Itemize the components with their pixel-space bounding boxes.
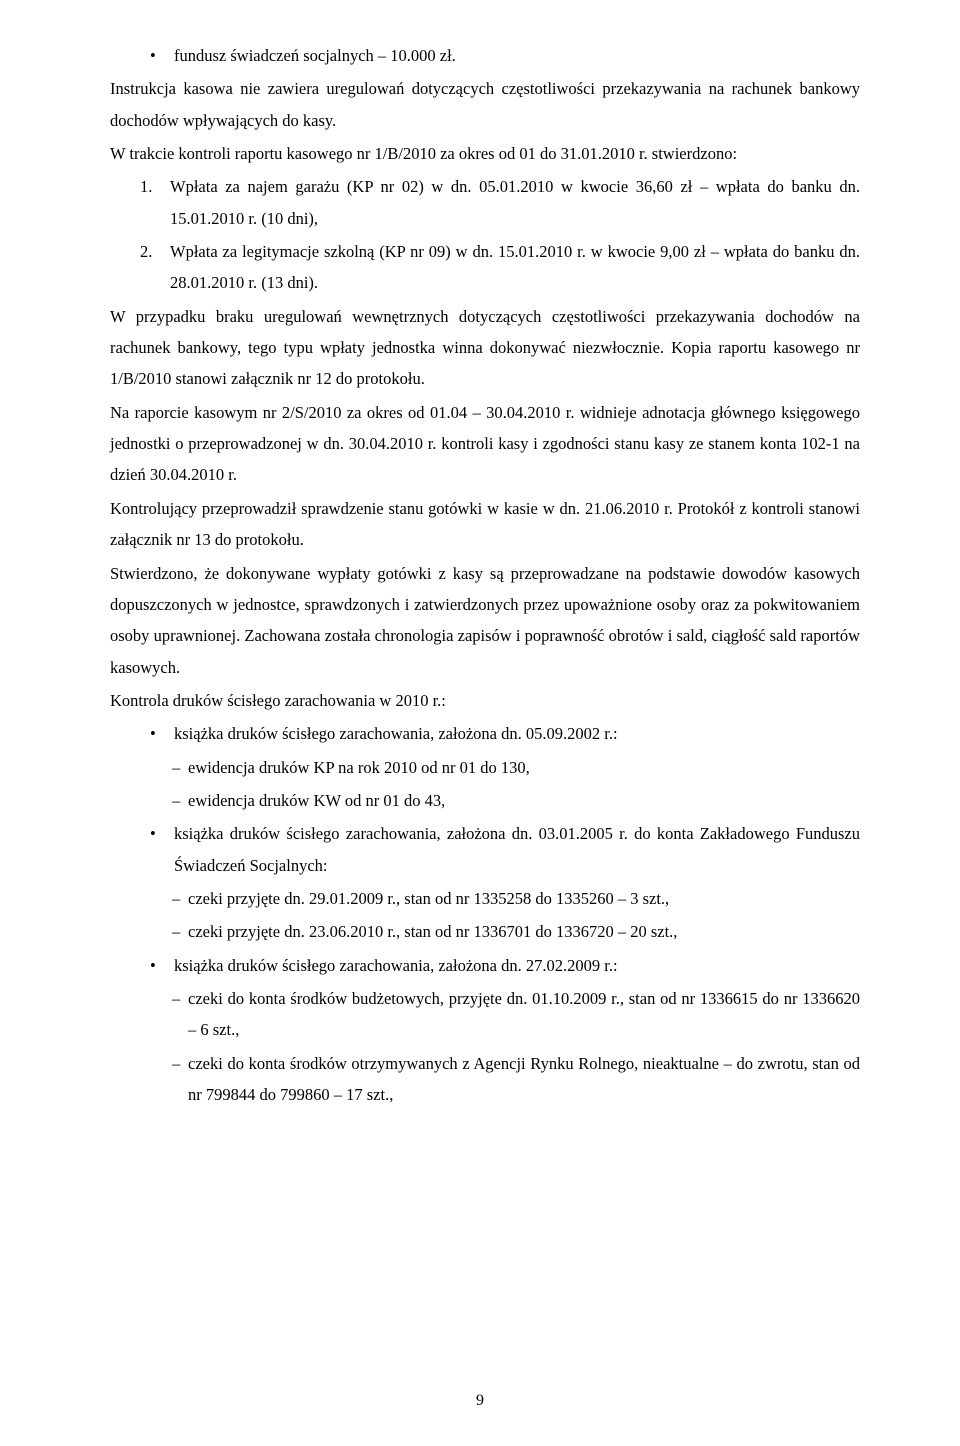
numbered-item-2: 2. Wpłata za legitymacje szkolną (KP nr … <box>110 236 860 299</box>
bullet-text: książka druków ścisłego zarachowania, za… <box>174 718 860 749</box>
dash-item-kw: – ewidencja druków KW od nr 01 do 43, <box>110 785 860 816</box>
dash-icon: – <box>172 1048 188 1111</box>
bullet-text: książka druków ścisłego zarachowania, za… <box>174 950 860 981</box>
dash-item-kp: – ewidencja druków KP na rok 2010 od nr … <box>110 752 860 783</box>
list-number: 1. <box>140 171 170 234</box>
bullet-icon: • <box>150 818 174 881</box>
dash-text: czeki do konta środków otrzymywanych z A… <box>188 1048 860 1111</box>
paragraph-kontrolujacy: Kontrolujący przeprowadził sprawdzenie s… <box>110 493 860 556</box>
dash-item-czeki-2010: – czeki przyjęte dn. 23.06.2010 r., stan… <box>110 916 860 947</box>
paragraph-instrukcja: Instrukcja kasowa nie zawiera uregulowań… <box>110 73 860 136</box>
bullet-text: książka druków ścisłego zarachowania, za… <box>174 818 860 881</box>
dash-item-czeki-2009: – czeki przyjęte dn. 29.01.2009 r., stan… <box>110 883 860 914</box>
dash-item-czeki-budzet: – czeki do konta środków budżetowych, pr… <box>110 983 860 1046</box>
document-page: • fundusz świadczeń socjalnych – 10.000 … <box>0 0 960 1446</box>
paragraph-trakcie: W trakcie kontroli raportu kasowego nr 1… <box>110 138 860 169</box>
dash-text: czeki przyjęte dn. 29.01.2009 r., stan o… <box>188 883 860 914</box>
dash-text: ewidencja druków KW od nr 01 do 43, <box>188 785 860 816</box>
dash-icon: – <box>172 916 188 947</box>
page-number: 9 <box>476 1386 484 1416</box>
list-text: Wpłata za legitymacje szkolną (KP nr 09)… <box>170 236 860 299</box>
dash-icon: – <box>172 785 188 816</box>
bullet-icon: • <box>150 40 174 71</box>
bullet-item-ksiazka-2005: • książka druków ścisłego zarachowania, … <box>110 818 860 881</box>
dash-text: czeki przyjęte dn. 23.06.2010 r., stan o… <box>188 916 860 947</box>
bullet-item-fundusz: • fundusz świadczeń socjalnych – 10.000 … <box>110 40 860 71</box>
list-text: Wpłata za najem garażu (KP nr 02) w dn. … <box>170 171 860 234</box>
dash-icon: – <box>172 752 188 783</box>
dash-icon: – <box>172 983 188 1046</box>
bullet-item-ksiazka-2009: • książka druków ścisłego zarachowania, … <box>110 950 860 981</box>
bullet-icon: • <box>150 718 174 749</box>
dash-text: ewidencja druków KP na rok 2010 od nr 01… <box>188 752 860 783</box>
list-number: 2. <box>140 236 170 299</box>
numbered-item-1: 1. Wpłata za najem garażu (KP nr 02) w d… <box>110 171 860 234</box>
bullet-icon: • <box>150 950 174 981</box>
bullet-text: fundusz świadczeń socjalnych – 10.000 zł… <box>174 40 860 71</box>
paragraph-stwierdzono: Stwierdzono, że dokonywane wypłaty gotów… <box>110 558 860 683</box>
paragraph-raporcie: Na raporcie kasowym nr 2/S/2010 za okres… <box>110 397 860 491</box>
dash-item-czeki-agencji: – czeki do konta środków otrzymywanych z… <box>110 1048 860 1111</box>
paragraph-kontrola-drukow: Kontrola druków ścisłego zarachowania w … <box>110 685 860 716</box>
paragraph-przypadku: W przypadku braku uregulowań wewnętrznyc… <box>110 301 860 395</box>
dash-icon: – <box>172 883 188 914</box>
dash-text: czeki do konta środków budżetowych, przy… <box>188 983 860 1046</box>
bullet-item-ksiazka-2002: • książka druków ścisłego zarachowania, … <box>110 718 860 749</box>
